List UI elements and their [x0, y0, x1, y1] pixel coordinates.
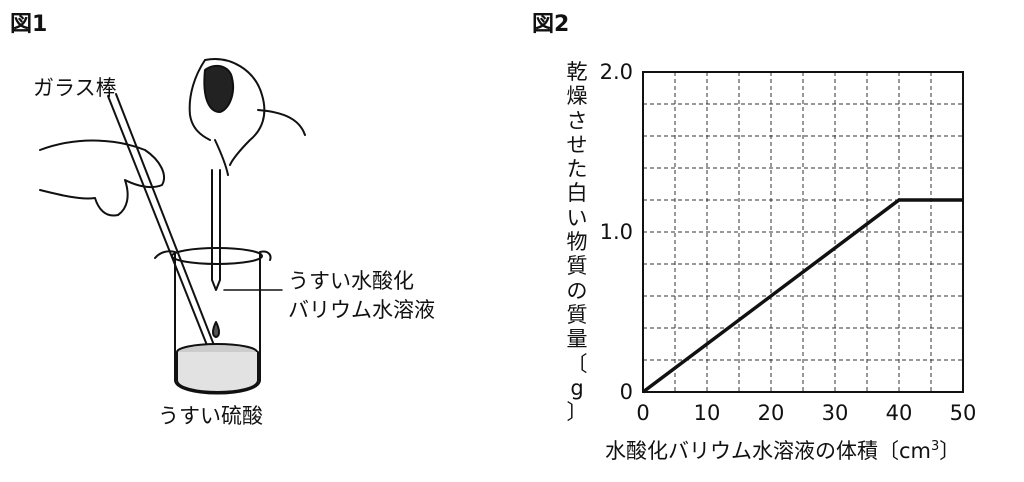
y-axis-title-char: 燥	[566, 84, 588, 109]
glass-rod-label: ガラス棒	[33, 76, 117, 100]
left-hand	[39, 139, 165, 217]
x-tick-label: 0	[636, 401, 649, 425]
experiment-illustration	[39, 58, 306, 395]
y-axis-title-char: さ	[566, 108, 588, 133]
y-tick-label: 1.0	[600, 220, 633, 244]
y-axis-title-char: の	[566, 278, 588, 303]
y-axis-title-char: 乾	[566, 60, 588, 84]
x-axis-title: 水酸化バリウム水溶液の体積〔cm3〕	[605, 435, 960, 465]
x-axis-title-sup: 3	[931, 439, 940, 454]
x-axis-title-text: 水酸化バリウム水溶液の体積〔cm	[605, 439, 932, 463]
y-axis-title-char: 質	[566, 254, 588, 279]
figure2-title: 図2	[532, 12, 570, 37]
beaker	[154, 250, 272, 395]
y-axis-title-char: せ	[566, 132, 588, 157]
right-hand	[188, 58, 306, 176]
drop	[212, 321, 220, 338]
y-axis-title-char: 〔	[566, 351, 588, 376]
glass-rod	[107, 93, 227, 379]
x-tick-label: 50	[950, 401, 977, 425]
y-axis-title: 乾燥させた白い物質の質量〔 g 〕	[562, 60, 592, 424]
y-tick-label: 0	[620, 380, 633, 404]
y-axis-title-char: 〕	[566, 400, 588, 425]
ticks: 0 10 20 30 40 50 0 1.0 2.0	[600, 60, 977, 425]
pipette	[211, 169, 221, 291]
x-tick-label: 20	[758, 401, 785, 425]
chart: 0 10 20 30 40 50 0 1.0 2.0	[600, 60, 977, 425]
plot-frame	[642, 71, 964, 393]
acid-label: うすい硫酸	[158, 404, 263, 428]
x-tick-label: 30	[822, 401, 849, 425]
x-axis-title-close: 〕	[939, 439, 961, 463]
y-axis-title-char: g	[570, 375, 584, 400]
series	[641, 198, 963, 394]
x-tick-label: 40	[886, 401, 913, 425]
solution-label-line2: バリウム水溶液	[288, 298, 435, 322]
y-axis-title-char: 量	[566, 327, 588, 352]
y-tick-label: 2.0	[600, 60, 633, 84]
figure1-title: 図1	[10, 12, 48, 37]
y-axis-title-char: た	[566, 157, 588, 182]
pipette-bulb	[203, 64, 234, 113]
y-axis-title-char: 白	[566, 181, 588, 206]
series-line	[641, 198, 963, 394]
x-tick-label: 10	[694, 401, 721, 425]
y-axis-title-char: 物	[566, 230, 588, 255]
y-axis-title-char: 質	[566, 302, 588, 327]
axes	[642, 71, 964, 393]
y-axis-title-char: い	[566, 205, 588, 230]
grid	[643, 72, 963, 392]
solution-label-line1: うすい水酸化	[288, 269, 414, 293]
